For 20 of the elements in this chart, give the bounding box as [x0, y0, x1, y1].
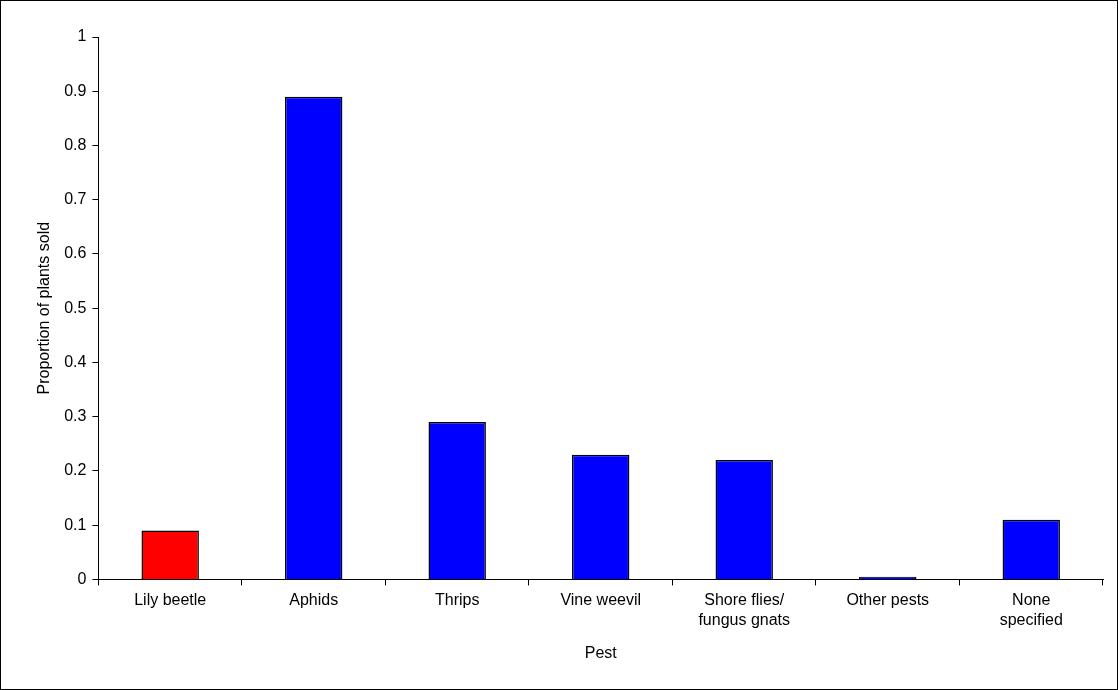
- x-axis-title: Pest: [584, 643, 618, 661]
- y-tick-label: 0.5: [64, 298, 87, 316]
- y-tick-label: 1: [77, 27, 87, 45]
- y-tick-label: 0.8: [64, 135, 87, 153]
- x-tick-label: Other pests: [846, 591, 930, 609]
- x-tick-label: None specified: [999, 591, 1063, 628]
- y-tick-label: 0.7: [64, 190, 87, 208]
- y-axis-title: Proportion of plants sold: [35, 221, 53, 395]
- y-tick-label: 0.3: [64, 407, 87, 425]
- y-tick-label: 0: [77, 569, 87, 587]
- y-tick-label: 0.2: [64, 461, 87, 479]
- y-tick-label: 0.6: [64, 244, 87, 262]
- y-tick-label: 0.4: [64, 352, 87, 370]
- x-tick-label: Thrips: [434, 591, 480, 609]
- x-tick-label: Aphids: [289, 591, 339, 609]
- x-tick-label: Vine weevil: [560, 591, 642, 609]
- x-tick-label: Shore flies/ fungus gnats: [698, 591, 791, 628]
- x-tick-label: Lily beetle: [134, 591, 207, 609]
- y-tick-label: 0.9: [64, 81, 87, 99]
- y-tick-label: 0.1: [64, 515, 87, 533]
